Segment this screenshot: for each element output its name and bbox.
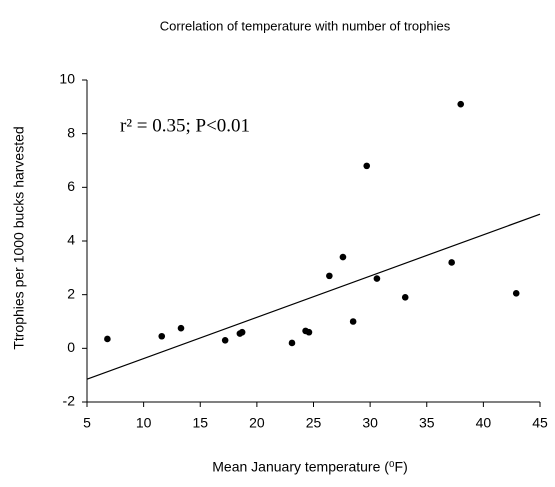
x-tick-label: 35 xyxy=(419,415,435,431)
x-tick-label: 10 xyxy=(136,415,152,431)
point xyxy=(373,275,381,282)
y-tick-label: 6 xyxy=(67,178,75,194)
point xyxy=(401,294,409,301)
point xyxy=(104,335,111,343)
x-axis-label: Mean January temperature (⁰F) xyxy=(212,459,407,475)
point xyxy=(349,318,357,325)
x-tick-label: 20 xyxy=(249,415,265,431)
point xyxy=(158,332,166,340)
y-tick-label: 0 xyxy=(67,339,75,355)
point xyxy=(363,162,371,170)
point xyxy=(457,100,465,108)
y-axis-label: Ttrophies per 1000 bucks harvested xyxy=(11,126,27,349)
fit-line xyxy=(86,213,541,380)
point xyxy=(512,290,520,297)
chart-title: Correlation of temperature with number o… xyxy=(160,18,451,33)
point xyxy=(221,336,229,344)
x-tick-label: 30 xyxy=(362,415,378,431)
point xyxy=(177,324,185,332)
y-tick-label: 2 xyxy=(67,285,75,301)
x-tick-label: 15 xyxy=(192,415,208,431)
y-tick-label: -2 xyxy=(63,393,76,409)
point xyxy=(305,328,313,336)
x-tick-label: 40 xyxy=(476,415,492,431)
point xyxy=(238,328,246,336)
y-tick-label: 8 xyxy=(67,124,75,140)
y-tick-label: 10 xyxy=(59,71,75,87)
point xyxy=(448,259,455,266)
y-tick-label: 4 xyxy=(67,232,75,248)
x-tick-label: 45 xyxy=(532,415,548,431)
point xyxy=(326,272,333,280)
x-tick-label: 5 xyxy=(83,415,91,431)
annotation: r² = 0.35; P<0.01 xyxy=(120,115,250,136)
point xyxy=(339,253,347,261)
point xyxy=(288,339,296,347)
x-tick-label: 25 xyxy=(306,415,322,431)
